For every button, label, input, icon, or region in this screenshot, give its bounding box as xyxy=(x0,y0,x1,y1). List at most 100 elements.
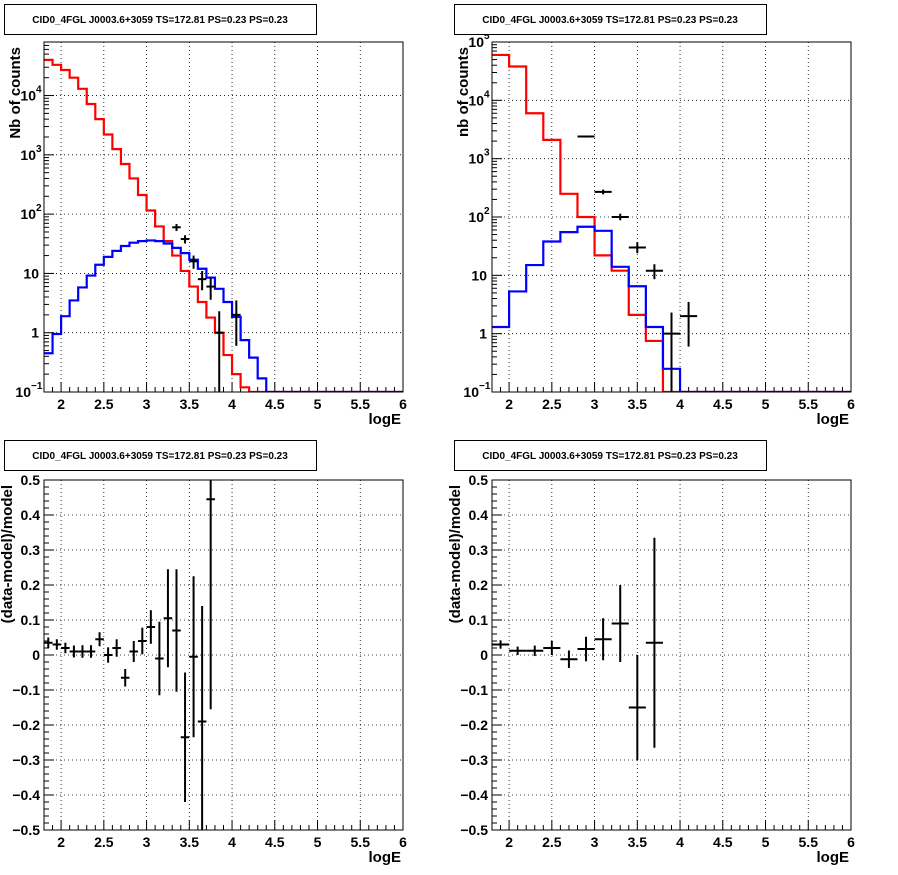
x-tick-label: 5.5 xyxy=(351,396,371,412)
residual-point xyxy=(543,641,561,655)
y-axis-label: Nb of counts xyxy=(7,47,24,139)
y-tick-exponent: 4 xyxy=(484,89,490,100)
title-box xyxy=(4,4,317,35)
data-point xyxy=(197,270,207,291)
data-point xyxy=(206,277,215,300)
plot-frame xyxy=(43,479,404,831)
data-point xyxy=(628,242,646,254)
data-point xyxy=(662,312,681,392)
residual-point xyxy=(611,585,629,662)
x-tick-label: 4.5 xyxy=(713,396,733,412)
y-tick-label: 10 xyxy=(20,206,36,222)
data-point xyxy=(611,213,629,221)
residual-point xyxy=(628,655,646,760)
data-point xyxy=(214,311,224,392)
x-axis-label: logE xyxy=(817,411,850,428)
y-tick-label: 0.2 xyxy=(469,577,489,593)
y-tick-label: 1 xyxy=(31,325,39,341)
residual-point xyxy=(86,645,96,658)
y-tick-exponent: 3 xyxy=(484,148,490,159)
x-tick-label: 3 xyxy=(591,834,599,850)
plot-frame xyxy=(491,479,852,831)
residual-point xyxy=(577,636,595,662)
y-tick-exponent: −1 xyxy=(479,381,491,392)
plot-frame-top xyxy=(491,41,852,393)
y-tick-label: 0.5 xyxy=(469,472,489,488)
x-tick-label: 3 xyxy=(591,396,599,412)
y-tick-label: 0 xyxy=(32,647,40,663)
y-tick-label: −0.5 xyxy=(12,822,40,838)
histogram-series-1 xyxy=(492,53,851,392)
y-axis-label: (data-model)/model xyxy=(0,485,16,623)
y-tick-label: 0.3 xyxy=(469,542,489,558)
y-tick-label: 10 xyxy=(463,384,479,400)
residual-point xyxy=(138,627,147,655)
x-tick-label: 2.5 xyxy=(542,834,562,850)
x-tick-label: 4.5 xyxy=(265,834,285,850)
x-tick-label: 5 xyxy=(314,396,322,412)
y-tick-label: −0.3 xyxy=(460,752,488,768)
residual-point xyxy=(112,639,121,657)
y-tick-exponent: 2 xyxy=(36,203,42,214)
residual-point xyxy=(95,632,104,647)
y-tick-label: 0.4 xyxy=(469,507,489,523)
residual-point xyxy=(78,645,87,658)
residual-point xyxy=(180,672,190,802)
residual-point xyxy=(163,569,173,668)
y-tick-label: −0.4 xyxy=(12,787,40,803)
y-tick-label: −0.2 xyxy=(460,717,488,733)
residual-point xyxy=(146,610,156,644)
residual-point xyxy=(44,637,53,648)
title-box xyxy=(4,440,317,471)
y-tick-label: 0.1 xyxy=(21,612,41,628)
residual-point xyxy=(103,647,113,663)
x-tick-label: 5.5 xyxy=(351,834,371,850)
y-tick-exponent: 5 xyxy=(484,31,490,42)
x-axis-label: logE xyxy=(817,849,850,866)
y-axis-label: nb of counts xyxy=(455,47,472,137)
chart-title: CID0_4FGL J0003.6+3059 TS=172.81 PS=0.23… xyxy=(482,451,738,462)
plot-frame-top xyxy=(43,479,404,831)
x-tick-label: 4.5 xyxy=(713,834,733,850)
y-tick-label: 10 xyxy=(468,92,484,108)
data-point xyxy=(172,224,181,231)
x-tick-label: 4.5 xyxy=(265,396,285,412)
x-tick-label: 3.5 xyxy=(628,834,648,850)
chart-title: CID0_4FGL J0003.6+3059 TS=172.81 PS=0.23… xyxy=(32,451,288,462)
plot-frame-top xyxy=(491,479,852,831)
x-tick-label: 2 xyxy=(505,396,513,412)
x-tick-label: 2.5 xyxy=(94,396,114,412)
y-tick-exponent: 4 xyxy=(36,85,42,96)
chart-title: CID0_4FGL J0003.6+3059 TS=172.81 PS=0.23… xyxy=(32,15,288,26)
residual-point xyxy=(189,576,198,738)
y-tick-label: −0.3 xyxy=(12,752,40,768)
x-tick-label: 6 xyxy=(399,396,407,412)
y-tick-exponent: −1 xyxy=(31,381,43,392)
x-tick-label: 4 xyxy=(676,834,684,850)
x-tick-label: 2.5 xyxy=(542,396,562,412)
y-tick-label: −0.2 xyxy=(12,717,40,733)
residual-point xyxy=(61,642,70,654)
x-tick-label: 5.5 xyxy=(799,396,819,412)
data-point xyxy=(577,135,595,138)
residual-point xyxy=(172,569,181,692)
y-tick-label: 0 xyxy=(480,647,488,663)
y-tick-label: −0.1 xyxy=(460,682,488,698)
residual-point xyxy=(526,645,544,657)
x-tick-label: 3.5 xyxy=(628,396,648,412)
data-point xyxy=(645,264,663,280)
residual-point xyxy=(120,669,130,687)
residual-point xyxy=(52,639,62,650)
x-tick-label: 4 xyxy=(676,396,684,412)
y-tick-label: 0.3 xyxy=(21,542,41,558)
residual-point xyxy=(492,640,510,649)
x-tick-label: 6 xyxy=(399,834,407,850)
chart-title: CID0_4FGL J0003.6+3059 TS=172.81 PS=0.23… xyxy=(482,15,738,26)
data-point xyxy=(232,300,241,346)
x-tick-label: 2 xyxy=(57,834,65,850)
x-tick-label: 3.5 xyxy=(180,834,200,850)
residual-point xyxy=(129,641,139,662)
